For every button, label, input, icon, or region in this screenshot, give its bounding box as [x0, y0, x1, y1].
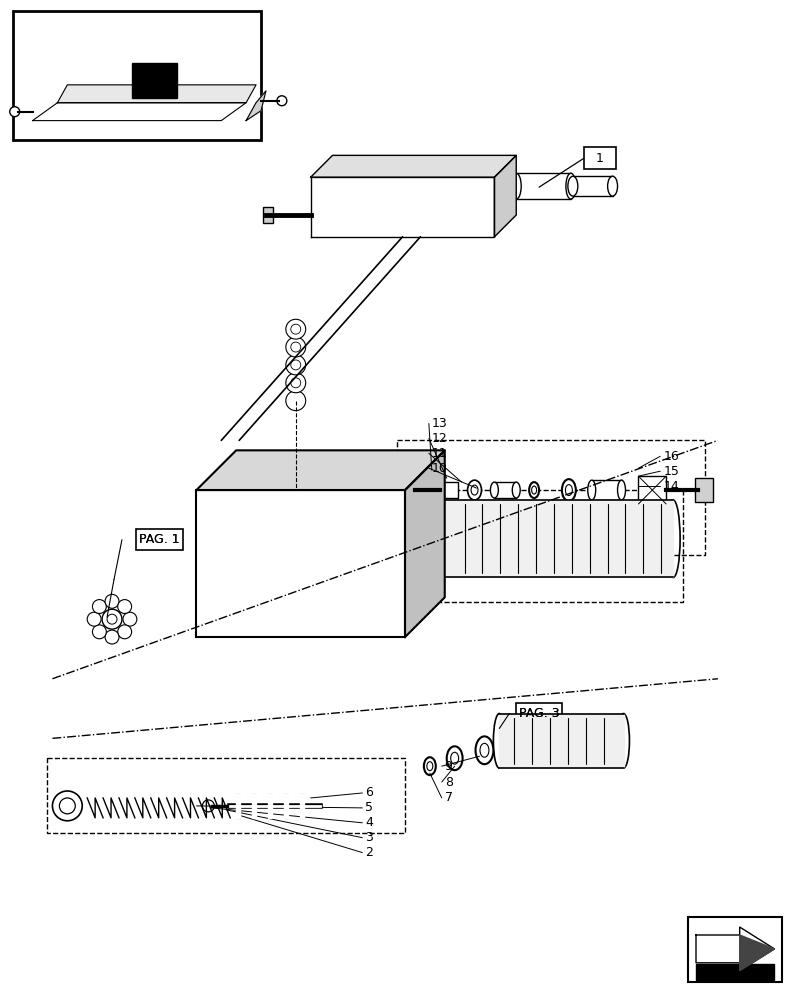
Text: 4: 4 — [365, 816, 373, 829]
Polygon shape — [284, 794, 287, 818]
Ellipse shape — [565, 173, 575, 199]
Polygon shape — [196, 490, 405, 637]
Text: 15: 15 — [663, 465, 678, 478]
Text: 1: 1 — [595, 152, 603, 165]
Polygon shape — [499, 714, 623, 768]
Bar — [572, 176, 611, 196]
Ellipse shape — [587, 480, 595, 500]
Text: 14: 14 — [663, 480, 678, 493]
Circle shape — [105, 594, 119, 608]
Polygon shape — [236, 794, 240, 818]
Polygon shape — [32, 103, 246, 121]
Ellipse shape — [467, 480, 481, 500]
Text: PAG. 1: PAG. 1 — [139, 533, 180, 546]
Bar — [637, 476, 665, 504]
Ellipse shape — [529, 482, 539, 498]
Polygon shape — [695, 927, 774, 971]
Text: 7: 7 — [444, 791, 453, 804]
Circle shape — [157, 85, 166, 95]
Circle shape — [122, 612, 137, 626]
Circle shape — [77, 88, 87, 98]
Circle shape — [102, 609, 122, 629]
Polygon shape — [311, 155, 516, 177]
Text: 5: 5 — [365, 801, 373, 814]
Circle shape — [105, 630, 119, 644]
Text: 2: 2 — [365, 846, 373, 859]
Circle shape — [107, 614, 117, 624]
Text: 10: 10 — [431, 462, 447, 475]
Ellipse shape — [567, 176, 577, 196]
Circle shape — [117, 85, 127, 95]
Text: 3: 3 — [365, 831, 373, 844]
Circle shape — [202, 800, 214, 812]
Polygon shape — [695, 964, 774, 980]
Circle shape — [92, 600, 106, 613]
Polygon shape — [246, 91, 266, 121]
Circle shape — [285, 373, 305, 393]
Polygon shape — [196, 450, 444, 490]
Bar — [583, 147, 615, 169]
Circle shape — [471, 531, 487, 547]
Polygon shape — [494, 155, 516, 237]
Ellipse shape — [617, 714, 629, 768]
Circle shape — [87, 612, 101, 626]
Ellipse shape — [617, 480, 624, 500]
Polygon shape — [311, 177, 494, 237]
Ellipse shape — [511, 173, 521, 199]
Bar — [13, 11, 260, 140]
Polygon shape — [268, 794, 272, 818]
Text: 6: 6 — [365, 786, 373, 799]
Ellipse shape — [446, 746, 462, 770]
Polygon shape — [444, 500, 672, 577]
Ellipse shape — [561, 479, 575, 501]
Ellipse shape — [493, 714, 504, 768]
Bar — [687, 917, 782, 982]
Circle shape — [118, 625, 131, 639]
Text: 9: 9 — [444, 760, 452, 773]
Polygon shape — [299, 794, 303, 818]
Circle shape — [59, 798, 75, 814]
Text: PAG. 1: PAG. 1 — [139, 533, 180, 546]
Bar — [263, 207, 272, 223]
Ellipse shape — [665, 500, 680, 577]
Bar — [516, 173, 570, 199]
Circle shape — [277, 96, 286, 106]
Circle shape — [118, 600, 131, 613]
Bar — [47, 758, 405, 833]
Polygon shape — [405, 450, 444, 637]
Text: 12: 12 — [431, 432, 447, 445]
Ellipse shape — [512, 482, 520, 498]
Ellipse shape — [437, 500, 451, 577]
Text: PAG. 3: PAG. 3 — [518, 707, 559, 720]
Bar — [515, 703, 562, 724]
Ellipse shape — [475, 736, 493, 764]
Polygon shape — [131, 63, 176, 98]
Ellipse shape — [423, 757, 436, 775]
Bar — [440, 490, 682, 602]
Text: 11: 11 — [431, 447, 447, 460]
Circle shape — [285, 355, 305, 375]
Bar — [136, 529, 182, 550]
Polygon shape — [251, 794, 255, 818]
Bar — [694, 478, 712, 502]
Polygon shape — [739, 935, 774, 971]
Text: 8: 8 — [444, 776, 453, 789]
Circle shape — [53, 791, 82, 821]
Polygon shape — [58, 85, 255, 103]
Text: PAG. 3: PAG. 3 — [518, 707, 559, 720]
Circle shape — [285, 391, 305, 411]
Circle shape — [92, 625, 106, 639]
Circle shape — [10, 107, 19, 117]
Text: 13: 13 — [431, 417, 447, 430]
Bar — [440, 482, 457, 498]
Bar — [397, 440, 704, 555]
Bar — [591, 480, 620, 500]
Ellipse shape — [607, 176, 617, 196]
Circle shape — [285, 337, 305, 357]
Bar — [494, 482, 516, 498]
Circle shape — [285, 319, 305, 339]
Circle shape — [196, 88, 206, 98]
Ellipse shape — [490, 482, 498, 498]
Text: 16: 16 — [663, 450, 678, 463]
